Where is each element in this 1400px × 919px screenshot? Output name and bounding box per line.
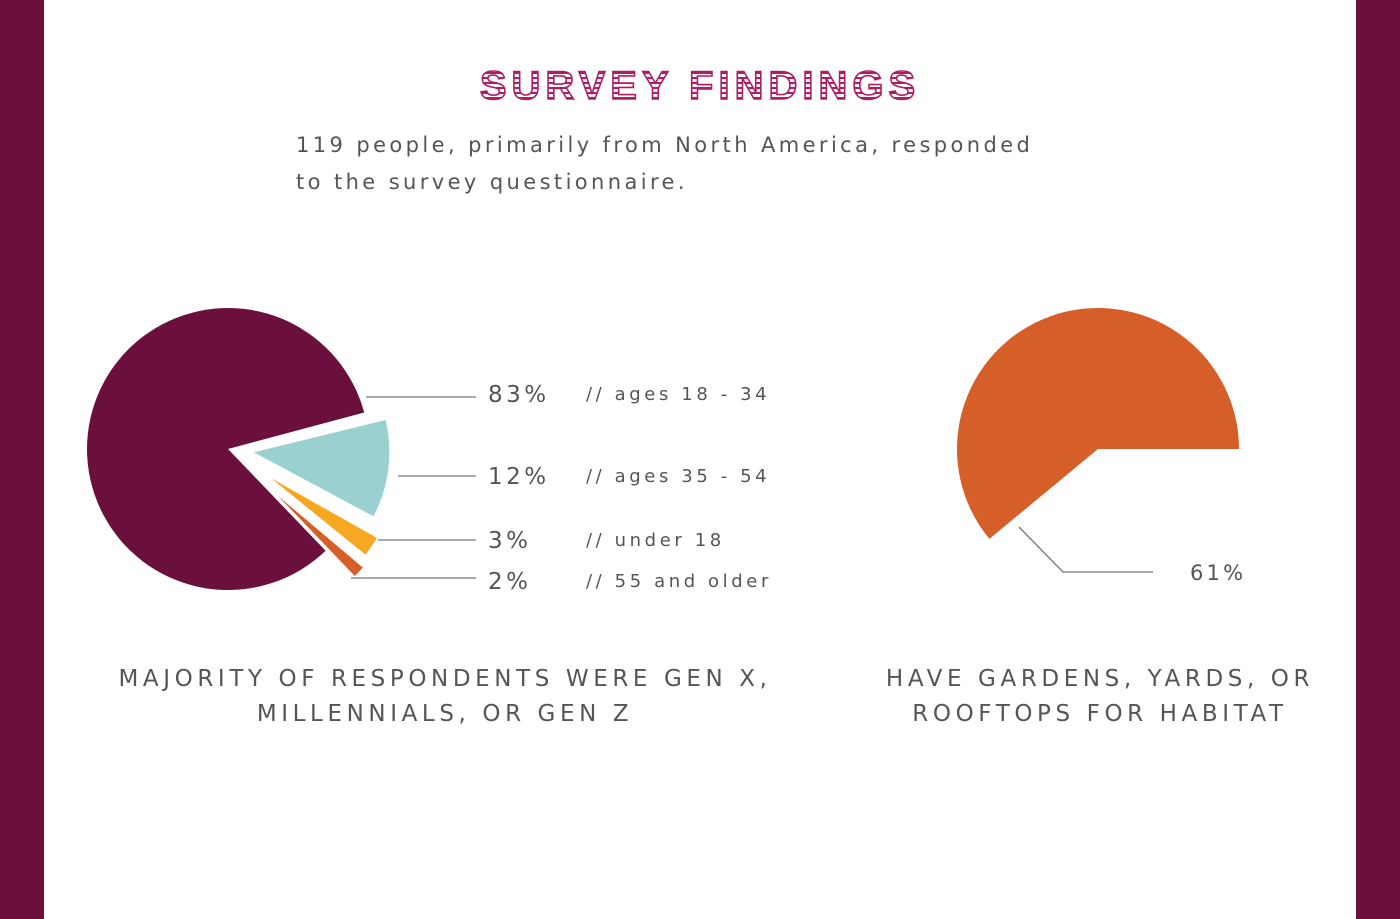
pie-slice-61pct	[956, 307, 1239, 539]
slice-category-label: // ages 18 - 34	[586, 384, 770, 405]
slice-value-label: 2%	[488, 569, 532, 595]
slice-value-label: 12%	[488, 464, 550, 490]
slice-category-label: // ages 35 - 54	[586, 466, 770, 487]
age-caption-line-2: MILLENNIALS, OR GEN Z	[256, 701, 634, 727]
right-border	[1356, 0, 1400, 919]
left-border	[0, 0, 44, 919]
subtitle-line-2: to the survey questionnaire.	[296, 170, 688, 194]
age-pie-chart: 83% // ages 18 - 34 12% // ages 35 - 54 3% //…	[87, 308, 772, 595]
subtitle: 119 people, primarily from North America…	[296, 127, 1136, 201]
pie-slice-3pct	[255, 466, 382, 559]
age-chart-caption: MAJORITY OF RESPONDENTS WERE GEN X, MILL…	[92, 662, 798, 732]
pie-slice-12pct	[245, 416, 393, 521]
page-title: SURVEY FINDINGS	[479, 63, 920, 109]
pie-slice-83pct	[87, 308, 365, 591]
title-text: SURVEY FINDINGS	[480, 64, 920, 108]
slice-value-label: 61%	[1190, 561, 1246, 585]
habitat-chart-caption: HAVE GARDENS, YARDS, OR ROOFTOPS FOR HAB…	[860, 662, 1340, 732]
age-caption-line-1: MAJORITY OF RESPONDENTS WERE GEN X,	[118, 666, 772, 692]
habitat-pie-chart: 61%	[956, 307, 1246, 585]
slice-category-label: // 55 and older	[586, 571, 772, 592]
slice-value-label: 3%	[488, 528, 532, 554]
slice-category-label: // under 18	[586, 530, 725, 551]
leader-line	[1018, 526, 1153, 573]
subtitle-line-1: 119 people, primarily from North America…	[296, 133, 1034, 157]
habitat-caption-line-1: HAVE GARDENS, YARDS, OR	[885, 666, 1315, 692]
habitat-caption-line-2: ROOFTOPS FOR HABITAT	[912, 701, 1288, 727]
slice-value-label: 83%	[488, 382, 550, 408]
